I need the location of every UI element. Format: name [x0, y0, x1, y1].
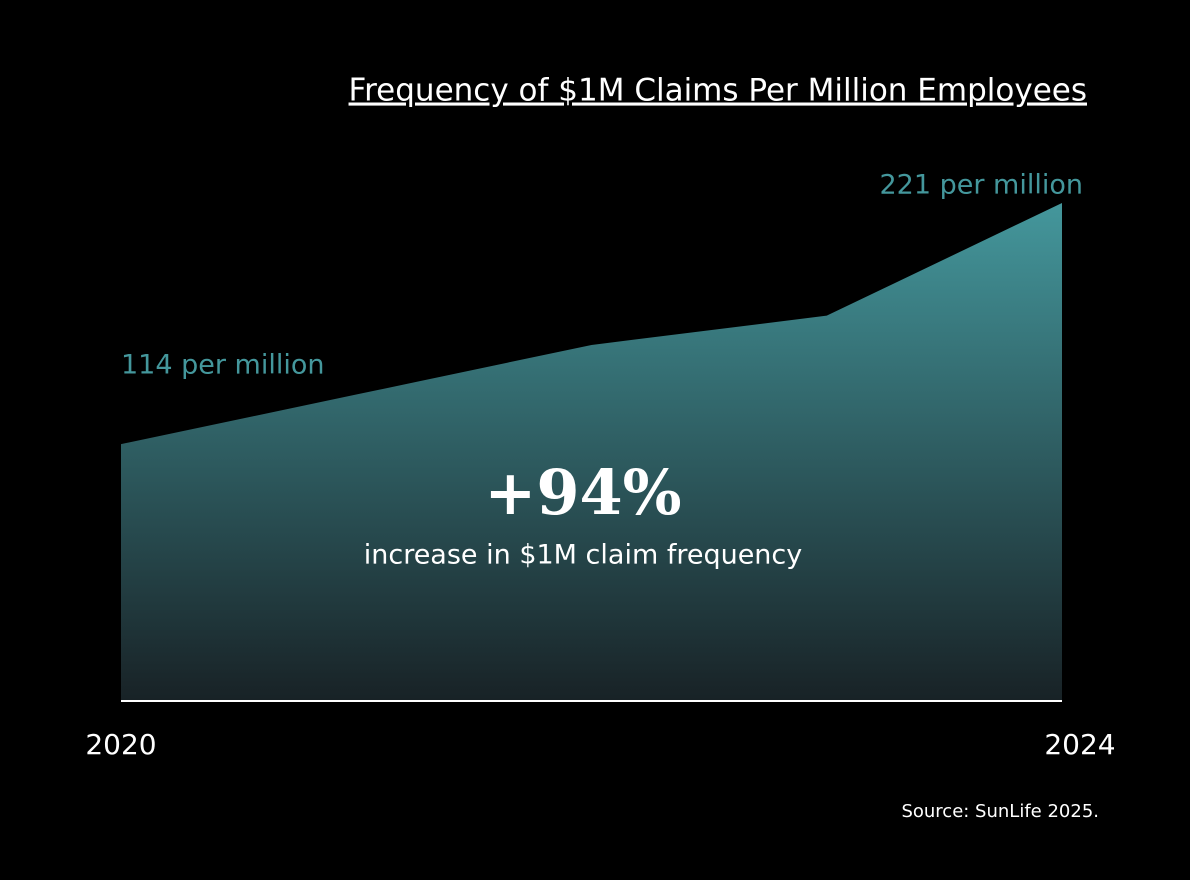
- source: Source: SunLife 2025.: [901, 801, 1099, 822]
- annotation-value: +94%: [484, 456, 681, 529]
- chart-title: Frequency of $1M Claims Per Million Empl…: [349, 73, 1087, 109]
- x-tick-label: 2020: [85, 728, 156, 761]
- area: [121, 203, 1062, 701]
- value-label: 221 per million: [880, 170, 1084, 201]
- value-label: 114 per million: [121, 350, 325, 381]
- annotation-text: increase in $1M claim frequency: [364, 540, 803, 571]
- x-tick-label: 2024: [1044, 728, 1115, 761]
